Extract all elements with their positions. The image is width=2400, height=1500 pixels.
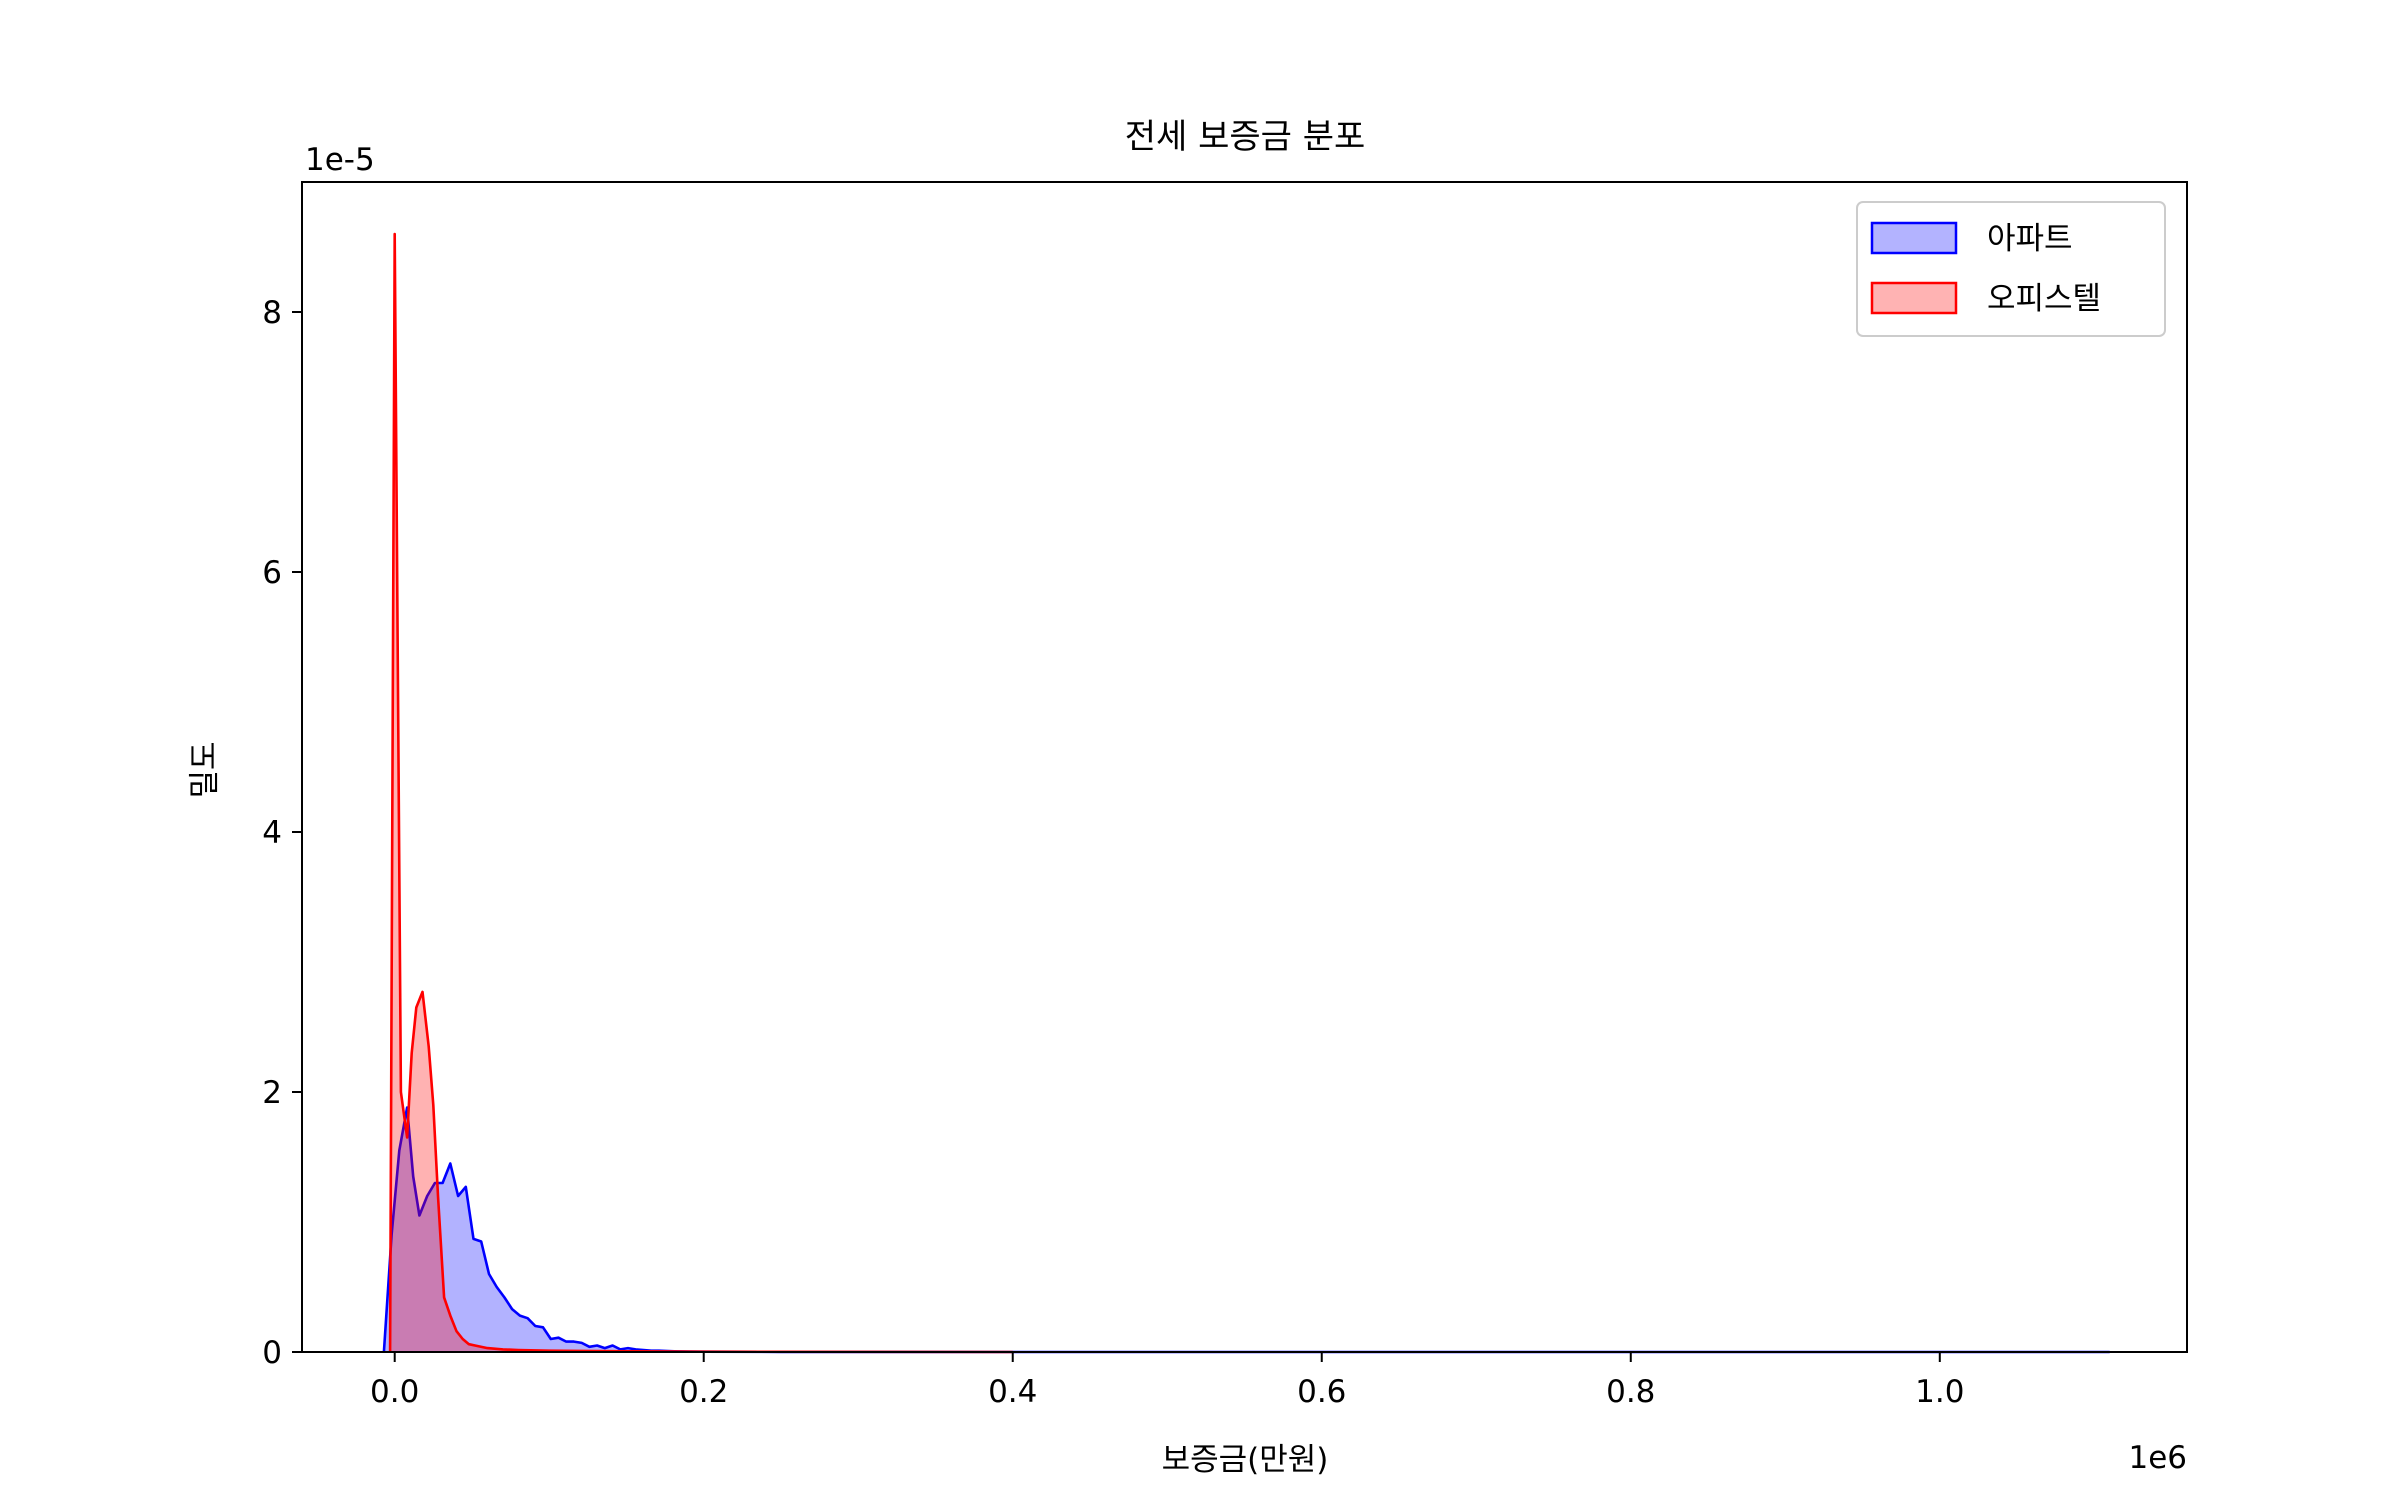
x-tick-label: 0.8: [1606, 1374, 1655, 1410]
legend-label-officetel: 오피스텔: [1987, 281, 2101, 317]
legend-swatch-officetel: [1870, 281, 1958, 315]
legend-swatch-apartment: [1870, 221, 1958, 255]
chart-title: 전세 보증금 분포: [1125, 117, 1366, 157]
x-tick-label: 1.0: [1915, 1374, 1964, 1410]
x-axis-label: 보증금(만원): [1162, 1442, 1329, 1478]
y-tick-label: 2: [262, 1075, 282, 1111]
x-axis-ticks: 0.0 0.2 0.4 0.6 0.8 1.0: [370, 1352, 1964, 1410]
x-tick-label: 0.4: [988, 1374, 1037, 1410]
x-tick-label: 0.6: [1297, 1374, 1346, 1410]
y-tick-label: 0: [262, 1335, 282, 1371]
y-axis-ticks: 0 2 4 6 8: [262, 295, 302, 1371]
y-axis-label: 밀도: [187, 741, 223, 798]
y-tick-label: 4: [262, 815, 282, 851]
y-axis-offset-label: 1e-5: [305, 142, 375, 178]
x-tick-label: 0.2: [679, 1374, 728, 1410]
legend: 아파트 오피스텔: [1856, 201, 2166, 337]
x-axis-offset-label: 1e6: [2128, 1440, 2187, 1476]
legend-label-apartment: 아파트: [1987, 221, 2073, 257]
x-tick-label: 0.0: [370, 1374, 419, 1410]
plot-frame: [301, 181, 2188, 1353]
series-line-1: [388, 232, 1013, 1354]
y-tick-label: 8: [262, 295, 282, 331]
y-tick-label: 6: [262, 555, 282, 591]
